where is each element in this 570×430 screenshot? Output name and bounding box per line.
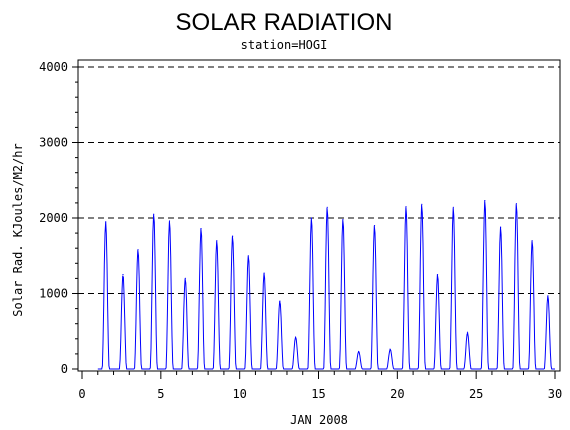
y-tick-label: 3000	[39, 136, 68, 150]
peak-point	[122, 274, 124, 276]
minor-ticks	[75, 81, 540, 375]
peak-point	[515, 203, 518, 205]
peak-point	[484, 200, 486, 202]
peak-point	[295, 336, 297, 338]
x-tick-label: 15	[311, 387, 325, 401]
peak-point	[247, 255, 249, 257]
y-axis-label: Solar Rad. KJoules/M2/hr	[11, 143, 25, 316]
x-axis-label: JAN 2008	[290, 413, 348, 427]
peak-point	[153, 213, 155, 215]
peak-point	[232, 235, 234, 237]
peak-point	[373, 225, 376, 227]
x-tick-label: 20	[390, 387, 404, 401]
y-tick-label: 1000	[39, 287, 68, 301]
x-tick-label: 0	[78, 387, 85, 401]
peak-point	[436, 274, 439, 276]
peak-point	[421, 203, 423, 205]
y-axis-ticks: 0 1000 2000 3000 4000	[39, 60, 78, 376]
series-line	[97, 201, 555, 370]
peak-point	[216, 240, 218, 242]
y-tick-label: 0	[61, 362, 68, 376]
peak-point	[310, 217, 312, 219]
peak-point	[466, 332, 469, 334]
peak-point	[389, 348, 391, 350]
peak-point	[326, 206, 328, 208]
peak-point	[547, 295, 549, 297]
gridlines	[78, 66, 560, 294]
chart-subtitle: station=HOGI	[241, 38, 328, 52]
x-axis-ticks: 0 5 10 15 20 25 30	[78, 371, 562, 401]
peak-point	[452, 206, 454, 208]
chart-title: SOLAR RADIATION	[176, 9, 393, 36]
series-group	[97, 200, 555, 370]
x-tick-label: 10	[232, 387, 246, 401]
x-tick-label: 25	[469, 387, 483, 401]
peak-point	[168, 220, 171, 222]
peak-point	[137, 249, 139, 251]
peak-point	[500, 226, 502, 228]
peak-point	[358, 351, 360, 353]
peak-point	[184, 277, 186, 279]
x-tick-label: 30	[548, 387, 562, 401]
peak-point	[531, 240, 533, 242]
peak-point	[105, 221, 107, 223]
plot-frame	[77, 59, 561, 372]
peak-point	[200, 228, 202, 230]
peak-point	[263, 272, 265, 274]
peak-point	[279, 300, 281, 302]
peak-point	[342, 218, 344, 221]
y-tick-label: 2000	[39, 211, 68, 225]
y-tick-label: 4000	[39, 60, 68, 74]
x-tick-label: 5	[157, 387, 164, 401]
peak-point	[405, 206, 407, 208]
